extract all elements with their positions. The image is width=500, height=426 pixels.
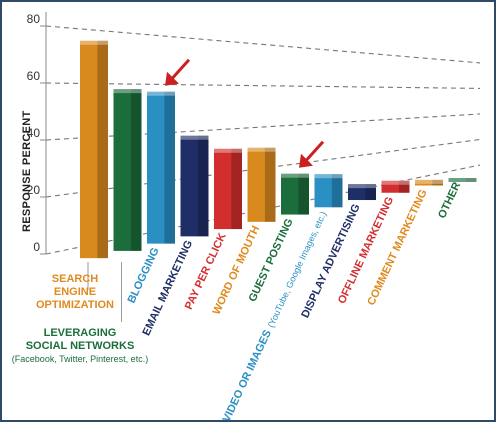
bars bbox=[80, 40, 477, 259]
bar-body bbox=[80, 40, 108, 259]
bar-body bbox=[281, 173, 309, 215]
bar-shade bbox=[197, 135, 209, 237]
bar-shade bbox=[298, 173, 309, 215]
bar bbox=[314, 174, 343, 208]
category-label: LEVERAGING SOCIAL NETWORKS (Facebook, Twit… bbox=[12, 262, 148, 364]
bar-shade bbox=[97, 40, 108, 259]
bar bbox=[448, 177, 477, 182]
bar-shade bbox=[164, 91, 175, 244]
category-note: (YouTube, Google Images, etc.) bbox=[266, 210, 329, 329]
gridline bbox=[45, 25, 481, 64]
bar-top bbox=[381, 180, 410, 185]
bar-top bbox=[147, 91, 175, 96]
bar-top bbox=[415, 179, 443, 184]
highlight-arrow bbox=[299, 140, 325, 168]
bar bbox=[415, 179, 443, 186]
bar-top bbox=[180, 135, 209, 140]
bar-shade bbox=[331, 174, 343, 208]
bar-shade bbox=[365, 184, 376, 201]
category-label: DISPLAY ADVERTISING bbox=[299, 202, 362, 320]
bar-body bbox=[247, 147, 276, 222]
gridline bbox=[45, 82, 481, 89]
bar-top bbox=[281, 173, 309, 178]
category-label-text: OTHER bbox=[436, 180, 463, 220]
bar-shade bbox=[465, 177, 477, 182]
bar bbox=[113, 89, 142, 251]
category-label-line: ENGINE bbox=[54, 286, 96, 298]
category-label: BLOGGING bbox=[126, 246, 162, 305]
category-label-text: SEARCH ENGINE OPTIMIZATION bbox=[36, 273, 114, 311]
bar bbox=[180, 135, 209, 237]
bar-top bbox=[448, 177, 477, 182]
bar-shade bbox=[231, 148, 242, 230]
bar-shade bbox=[432, 179, 443, 186]
bar-top bbox=[314, 174, 343, 179]
category-label-text: LEVERAGING SOCIAL NETWORKS bbox=[26, 327, 135, 352]
category-label-text: BLOGGING bbox=[126, 246, 162, 305]
category-label-text: COMMENT MARKETING bbox=[365, 188, 429, 308]
arrow-shaft bbox=[169, 58, 191, 81]
bar-body bbox=[448, 177, 477, 182]
bar-shade bbox=[130, 89, 142, 251]
category-label: COMMENT MARKETING bbox=[365, 188, 429, 308]
bar bbox=[214, 148, 242, 230]
bar-body bbox=[214, 148, 242, 230]
bar-top bbox=[214, 148, 242, 153]
bar-shade bbox=[398, 180, 410, 193]
category-label: SEARCH ENGINE OPTIMIZATION bbox=[36, 262, 114, 311]
gridline bbox=[45, 113, 481, 141]
bar-top bbox=[113, 89, 142, 94]
arrow-head bbox=[165, 71, 179, 86]
bar bbox=[247, 147, 276, 222]
bar-top bbox=[247, 147, 276, 152]
bar-body bbox=[348, 184, 376, 201]
category-label-line: OPTIMIZATION bbox=[36, 299, 114, 311]
y-tick-label: 20 bbox=[27, 183, 41, 197]
bar bbox=[381, 180, 410, 193]
bar-top bbox=[80, 40, 108, 45]
arrow-head bbox=[299, 153, 313, 168]
category-label: OTHER bbox=[436, 180, 463, 220]
y-tick-label: 80 bbox=[27, 12, 41, 26]
y-tick-label: 60 bbox=[27, 69, 41, 83]
category-label-line: LEVERAGING bbox=[44, 327, 117, 339]
bar bbox=[147, 91, 175, 244]
bar-body bbox=[147, 91, 175, 244]
bar-body bbox=[381, 180, 410, 193]
bar-body bbox=[180, 135, 209, 237]
bar-body bbox=[314, 174, 343, 208]
bar bbox=[348, 184, 376, 201]
y-axis-label: RESPONSE PERCENT bbox=[21, 110, 33, 232]
category-label: OFFLINE MARKETING bbox=[336, 195, 396, 306]
y-axis: 0 20 40 60 80 bbox=[27, 12, 47, 255]
arrow-shaft bbox=[303, 140, 325, 163]
bar-top bbox=[348, 184, 376, 189]
category-label-line: SOCIAL NETWORKS bbox=[26, 340, 135, 352]
category-label-text: OFFLINE MARKETING bbox=[336, 195, 396, 306]
bar bbox=[281, 173, 309, 215]
category-label-text: DISPLAY ADVERTISING bbox=[299, 202, 362, 320]
highlight-arrows bbox=[165, 58, 325, 168]
bar-body bbox=[113, 89, 142, 251]
bar bbox=[80, 40, 108, 259]
highlight-arrow bbox=[165, 58, 191, 86]
category-note: (Facebook, Twitter, Pinterest, etc.) bbox=[12, 354, 148, 364]
bar-body bbox=[415, 179, 443, 186]
y-tick-label: 40 bbox=[27, 126, 41, 140]
y-tick-label: 0 bbox=[33, 240, 40, 254]
category-label-line: SEARCH bbox=[52, 273, 99, 285]
bar-shade bbox=[264, 147, 276, 222]
